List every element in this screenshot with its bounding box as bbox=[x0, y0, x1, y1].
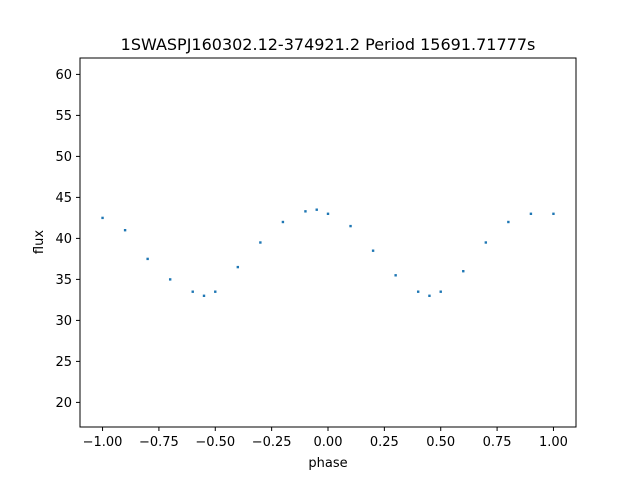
data-point bbox=[259, 241, 262, 244]
data-point bbox=[146, 257, 149, 261]
data-point bbox=[236, 265, 240, 269]
y-tick-label: 25 bbox=[55, 355, 72, 370]
y-axis-ticks: 20 25 30 35 40 45 50 55 60 bbox=[55, 68, 80, 411]
data-point bbox=[529, 212, 533, 215]
x-tick-label: 0.75 bbox=[483, 435, 512, 450]
data-point bbox=[168, 278, 172, 281]
data-point bbox=[394, 274, 397, 277]
x-tick-label: −0.75 bbox=[139, 435, 179, 450]
y-tick-label: 35 bbox=[55, 273, 72, 288]
data-point bbox=[281, 220, 285, 224]
y-tick-label: 55 bbox=[55, 109, 72, 124]
x-tick-label: −0.50 bbox=[195, 435, 235, 450]
data-point bbox=[484, 241, 488, 244]
plot-frame bbox=[79, 57, 577, 428]
data-point bbox=[349, 224, 352, 228]
y-tick-label: 60 bbox=[55, 68, 72, 83]
data-point bbox=[428, 294, 431, 297]
x-tick-label: 1.00 bbox=[539, 435, 568, 450]
x-tick-label: 0.00 bbox=[314, 435, 343, 450]
data-point bbox=[371, 249, 375, 252]
data-point bbox=[214, 290, 217, 293]
data-point bbox=[326, 212, 330, 215]
y-tick-label: 50 bbox=[55, 150, 72, 165]
chart-title: 1SWASPJ160302.12-374921.2 Period 15691.7… bbox=[121, 35, 536, 54]
data-point bbox=[439, 290, 442, 293]
data-points bbox=[101, 208, 555, 297]
data-point bbox=[315, 208, 318, 211]
data-point bbox=[416, 290, 420, 293]
data-point bbox=[202, 294, 206, 297]
x-tick-label: −0.25 bbox=[252, 435, 292, 450]
data-point bbox=[462, 270, 465, 273]
y-tick-label: 30 bbox=[55, 314, 72, 329]
data-point bbox=[191, 290, 194, 293]
x-axis-ticks: −1.00 −0.75 −0.50 −0.25 0.00 0.25 0.50 0.75 1.00 bbox=[83, 427, 568, 450]
data-point bbox=[123, 229, 127, 232]
x-tick-label: 0.25 bbox=[370, 435, 399, 450]
data-point bbox=[507, 220, 510, 224]
y-tick-label: 40 bbox=[55, 232, 72, 247]
x-axis-label: phase bbox=[308, 456, 347, 471]
x-tick-label: −1.00 bbox=[83, 435, 123, 450]
y-tick-label: 20 bbox=[55, 396, 72, 411]
y-tick-label: 45 bbox=[55, 191, 72, 206]
data-point bbox=[304, 210, 307, 213]
x-tick-label: 0.50 bbox=[426, 435, 455, 450]
data-point bbox=[101, 216, 104, 220]
data-point bbox=[552, 212, 555, 215]
y-axis-label: flux bbox=[32, 230, 47, 254]
